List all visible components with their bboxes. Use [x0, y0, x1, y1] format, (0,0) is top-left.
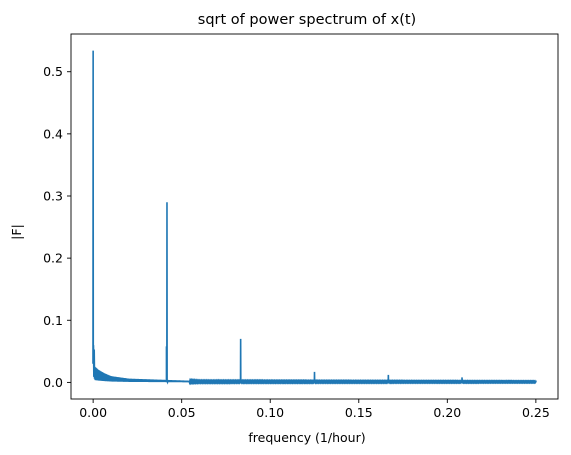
axes-frame	[71, 34, 558, 399]
y-tick-label: 0.3	[43, 188, 63, 203]
y-axis-label: |F|	[9, 224, 24, 240]
chart-title: sqrt of power spectrum of x(t)	[198, 12, 416, 28]
x-tick-label: 0.25	[522, 405, 550, 420]
x-tick-label: 0.15	[345, 405, 373, 420]
y-axis: 0.0 0.1 0.2 0.3 0.4 0.5	[43, 64, 71, 390]
plot-area	[93, 51, 536, 383]
x-tick-label: 0.05	[168, 405, 196, 420]
y-tick-label: 0.0	[43, 375, 63, 390]
y-tick-label: 0.2	[43, 251, 63, 266]
x-tick-label: 0.00	[79, 405, 107, 420]
x-axis: 0.00 0.05 0.10 0.15 0.20 0.25	[79, 399, 550, 420]
x-tick-label: 0.10	[256, 405, 284, 420]
y-tick-label: 0.1	[43, 313, 63, 328]
x-axis-label: frequency (1/hour)	[248, 430, 365, 445]
spectrum-series-line	[93, 51, 536, 383]
y-tick-label: 0.5	[43, 64, 63, 79]
y-tick-label: 0.4	[43, 126, 63, 141]
x-tick-label: 0.20	[433, 405, 461, 420]
